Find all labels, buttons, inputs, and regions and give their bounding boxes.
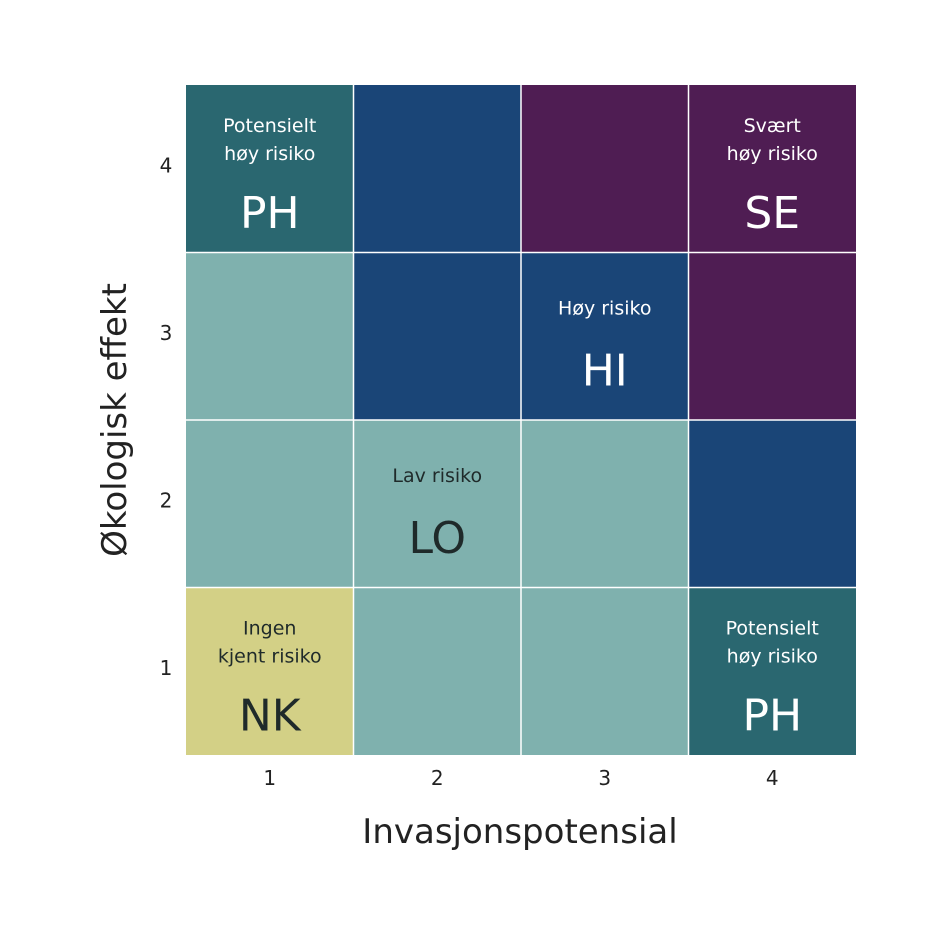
cell-code-x4-y1: PH [742, 691, 802, 742]
cell-label-x4-y1-line1: Potensielt [726, 618, 819, 640]
cell-x1-y1 [186, 587, 354, 755]
x-tick-label-4: 4 [766, 766, 779, 790]
y-tick-label-1: 1 [160, 656, 173, 680]
y-tick-label-4: 4 [160, 153, 173, 177]
cell-x2-y3 [353, 252, 521, 420]
y-tick-label-3: 3 [160, 321, 173, 345]
ticks-layer: 1 2 3 4 1 2 3 4 [160, 153, 779, 790]
cell-x4-y4 [688, 85, 856, 253]
cell-x4-y1 [688, 587, 856, 755]
cell-x2-y1 [353, 587, 521, 755]
cell-x2-y4 [353, 85, 521, 253]
cell-x1-y3 [186, 252, 354, 420]
cell-label-x1-y1-line1: Ingen [243, 618, 296, 640]
cell-label-x3-y3-line1: Høy risiko [558, 298, 651, 320]
cell-label-x2-y2-line1: Lav risiko [392, 465, 482, 487]
cell-label-x4-y4-line2: høy risiko [727, 143, 818, 165]
cell-label-x4-y1-line2: høy risiko [727, 646, 818, 668]
cell-code-x1-y1: NK [239, 691, 302, 742]
cells-layer [186, 85, 856, 755]
x-tick-label-3: 3 [598, 766, 611, 790]
cell-x3-y2 [521, 420, 689, 588]
y-tick-label-2: 2 [160, 488, 173, 512]
gridlines-layer [186, 85, 856, 755]
y-axis-title: Økologisk effekt [95, 283, 135, 557]
cell-x4-y2 [688, 420, 856, 588]
cell-x1-y4 [186, 85, 354, 253]
cell-labels-layer: Potensielt høy risiko PH Svært høy risiko SE H… [218, 115, 819, 742]
cell-label-x1-y1-line2: kjent risiko [218, 646, 322, 668]
cell-label-x1-y4-line2: høy risiko [224, 143, 315, 165]
cell-x3-y4 [521, 85, 689, 253]
cell-code-x2-y2: LO [408, 513, 466, 564]
x-tick-label-2: 2 [431, 766, 444, 790]
cell-x4-y3 [688, 252, 856, 420]
cell-code-x3-y3: HI [582, 346, 628, 397]
cell-x1-y2 [186, 420, 354, 588]
cell-x3-y1 [521, 587, 689, 755]
x-tick-label-1: 1 [263, 766, 276, 790]
cell-code-x4-y4: SE [744, 188, 800, 239]
cell-label-x1-y4-line1: Potensielt [223, 115, 316, 137]
cell-code-x1-y4: PH [240, 188, 300, 239]
x-axis-title: Invasjonspotensial [362, 812, 677, 852]
cell-x3-y3 [521, 252, 689, 420]
cell-x2-y2 [353, 420, 521, 588]
cell-label-x4-y4-line1: Svært [744, 115, 801, 137]
